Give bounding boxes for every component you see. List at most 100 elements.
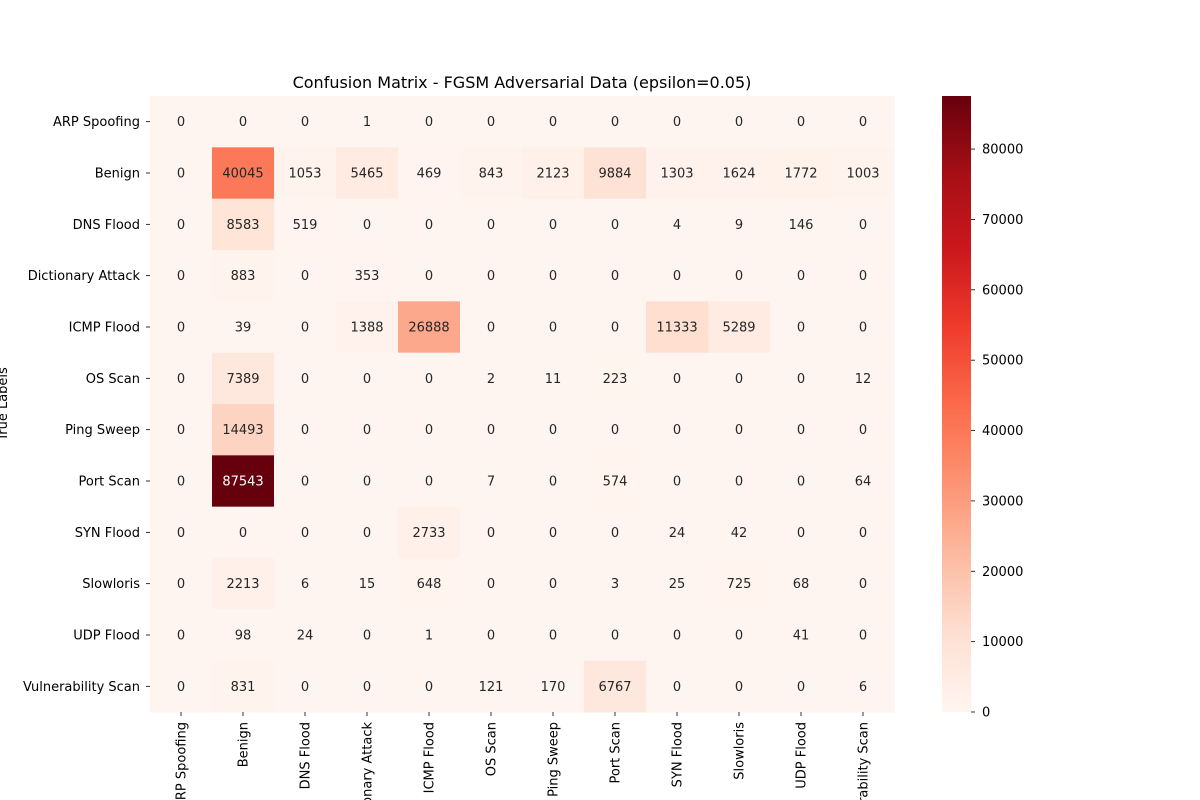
- heatmap-cell: [522, 558, 585, 610]
- heatmap-cell: [336, 455, 399, 508]
- cell-value-label: 0: [549, 577, 557, 592]
- heatmap-cell: [460, 301, 523, 354]
- cell-value-label: 0: [859, 115, 867, 130]
- cell-value-label: 6: [301, 577, 309, 592]
- cell-value-label: 0: [177, 475, 185, 490]
- cell-value-label: 0: [797, 423, 805, 438]
- y-tick-label: Port Scan: [78, 475, 140, 490]
- heatmap-cell: [336, 660, 399, 713]
- x-tick-label: OS Scan: [485, 722, 500, 776]
- cell-value-label: 0: [797, 680, 805, 695]
- heatmap-cell: [832, 198, 895, 251]
- cell-value-label: 0: [363, 526, 371, 541]
- heatmap-cell: [522, 660, 585, 713]
- y-tick-label: DNS Flood: [73, 218, 140, 233]
- cell-value-label: 0: [673, 629, 681, 644]
- heatmap-cell: [522, 301, 585, 354]
- heatmap-cell: [336, 250, 399, 302]
- cell-value-label: 0: [177, 372, 185, 387]
- cell-value-label: 25: [669, 577, 686, 592]
- heatmap-cell: [336, 506, 399, 559]
- heatmap-cell: [336, 96, 399, 148]
- heatmap-cell: [212, 455, 275, 508]
- heatmap-cell: [398, 455, 461, 508]
- heatmap-cell: [336, 558, 399, 610]
- heatmap-cell: [460, 198, 523, 251]
- cell-value-label: 843: [479, 167, 504, 182]
- cell-value-label: 0: [735, 115, 743, 130]
- cell-value-label: 0: [549, 423, 557, 438]
- heatmap-cell: [212, 147, 275, 200]
- cell-value-label: 0: [673, 115, 681, 130]
- heatmap-cell: [708, 660, 771, 713]
- cell-value-label: 0: [487, 423, 495, 438]
- x-tick-label: Ping Sweep: [547, 722, 562, 797]
- cell-value-label: 0: [487, 218, 495, 233]
- cell-value-label: 0: [797, 115, 805, 130]
- cell-value-label: 64: [855, 475, 872, 490]
- colorbar-tick-label: 40000: [982, 424, 1023, 439]
- heatmap-cell: [832, 404, 895, 456]
- heatmap-cell: [150, 455, 213, 508]
- cell-value-label: 0: [859, 526, 867, 541]
- y-tick-label: SYN Flood: [75, 526, 140, 541]
- cell-value-label: 0: [177, 269, 185, 284]
- cell-value-label: 0: [735, 269, 743, 284]
- y-tick-label: UDP Flood: [73, 629, 140, 644]
- heatmap-cell: [770, 506, 833, 559]
- heatmap-cell: [770, 455, 833, 508]
- heatmap-cell: [460, 250, 523, 302]
- heatmap-cell: [212, 250, 275, 302]
- heatmap-cell: [770, 147, 833, 200]
- heatmap-cell: [522, 352, 585, 405]
- heatmap-cell: [832, 455, 895, 508]
- heatmap-cell: [398, 506, 461, 559]
- cell-value-label: 0: [301, 372, 309, 387]
- cell-value-label: 1303: [660, 167, 693, 182]
- heatmap-cell: [584, 147, 647, 200]
- heatmap-cell: [832, 352, 895, 405]
- heatmap-cell: [832, 558, 895, 610]
- heatmap-cell: [460, 96, 523, 148]
- cell-value-label: 26888: [408, 321, 449, 336]
- heatmap-cell: [150, 352, 213, 405]
- heatmap-cell: [646, 147, 709, 200]
- cell-value-label: 831: [231, 680, 256, 695]
- heatmap-cell: [770, 660, 833, 713]
- heatmap-cell: [150, 660, 213, 713]
- cell-value-label: 1: [363, 115, 371, 130]
- heatmap-cell: [770, 404, 833, 456]
- cell-value-label: 0: [673, 475, 681, 490]
- cell-value-label: 0: [363, 475, 371, 490]
- cell-value-label: 68: [793, 577, 810, 592]
- cell-value-label: 0: [797, 475, 805, 490]
- heatmap-cell: [522, 506, 585, 559]
- heatmap-cell: [522, 96, 585, 148]
- heatmap-cell: [398, 558, 461, 610]
- cell-value-label: 0: [177, 577, 185, 592]
- cell-value-label: 0: [425, 475, 433, 490]
- cell-value-label: 0: [177, 526, 185, 541]
- heatmap-cell: [522, 455, 585, 508]
- cell-value-label: 0: [859, 577, 867, 592]
- heatmap-cell: [646, 198, 709, 251]
- cell-value-label: 4: [673, 218, 681, 233]
- cell-value-label: 0: [859, 629, 867, 644]
- cell-value-label: 121: [479, 680, 504, 695]
- heatmap-cell: [212, 352, 275, 405]
- x-tick-label: UDP Flood: [795, 722, 810, 789]
- heatmap-cell: [398, 96, 461, 148]
- cell-value-label: 41: [793, 629, 810, 644]
- cell-value-label: 0: [177, 680, 185, 695]
- cell-value-label: 0: [673, 269, 681, 284]
- cell-value-label: 0: [301, 115, 309, 130]
- cell-value-label: 0: [797, 321, 805, 336]
- cell-value-label: 0: [549, 475, 557, 490]
- cell-value-label: 0: [797, 526, 805, 541]
- heatmap-cell: [708, 96, 771, 148]
- cell-value-label: 0: [549, 526, 557, 541]
- y-tick-label: Slowloris: [82, 577, 140, 592]
- cell-value-label: 353: [355, 269, 380, 284]
- cell-value-label: 0: [487, 629, 495, 644]
- cell-value-label: 0: [487, 321, 495, 336]
